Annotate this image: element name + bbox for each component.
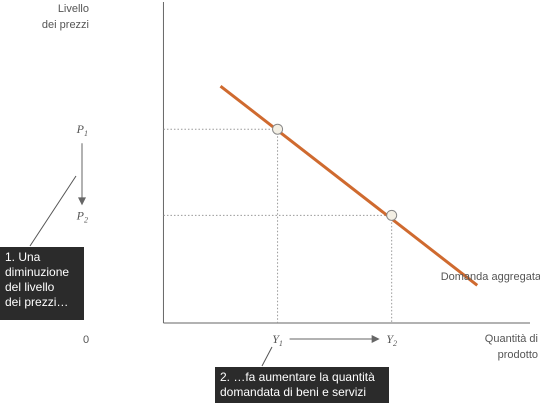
annotation-line: del livello bbox=[5, 280, 79, 295]
demand-curve-line bbox=[221, 86, 478, 285]
price-arrow-head bbox=[78, 197, 86, 205]
x-tick-label: Y1 bbox=[272, 332, 283, 348]
origin-label: 0 bbox=[83, 334, 89, 346]
x-axis-title-line: Quantità di bbox=[485, 333, 538, 345]
x-tick-label: Y2 bbox=[386, 332, 397, 348]
curve-label: Domanda aggregata bbox=[441, 271, 540, 283]
x-axis-title-line: prodotto bbox=[498, 349, 538, 361]
annotation-line: diminuzione bbox=[5, 265, 79, 280]
demand-curve bbox=[221, 86, 478, 285]
y-axis-title-line: Livello bbox=[58, 3, 89, 15]
callout-leader bbox=[30, 176, 76, 246]
axes bbox=[30, 2, 530, 366]
annotation-price-decrease: 1. Una diminuzione del livello dei prezz… bbox=[0, 247, 84, 320]
callout-leader bbox=[262, 347, 272, 366]
equilibrium-point bbox=[387, 210, 397, 220]
annotation-line: dei prezzi… bbox=[5, 295, 79, 310]
equilibrium-point bbox=[273, 124, 283, 134]
y-tick-label: P2 bbox=[76, 208, 88, 224]
annotation-line: 1. Una bbox=[5, 250, 79, 265]
annotation-line: domandata di beni e servizi bbox=[220, 385, 384, 400]
markers bbox=[273, 124, 397, 220]
y-tick-label: P1 bbox=[76, 122, 88, 138]
quantity-arrow-head bbox=[372, 335, 380, 343]
guide-lines bbox=[163, 129, 391, 323]
labels: Livello dei prezzi Quantità di prodotto 0 Dom… bbox=[42, 3, 540, 361]
annotation-line: 2. …fa aumentare la quantità bbox=[220, 370, 384, 385]
annotation-quantity-increase: 2. …fa aumentare la quantità domandata d… bbox=[215, 367, 389, 403]
y-axis-title-line: dei prezzi bbox=[42, 19, 89, 31]
